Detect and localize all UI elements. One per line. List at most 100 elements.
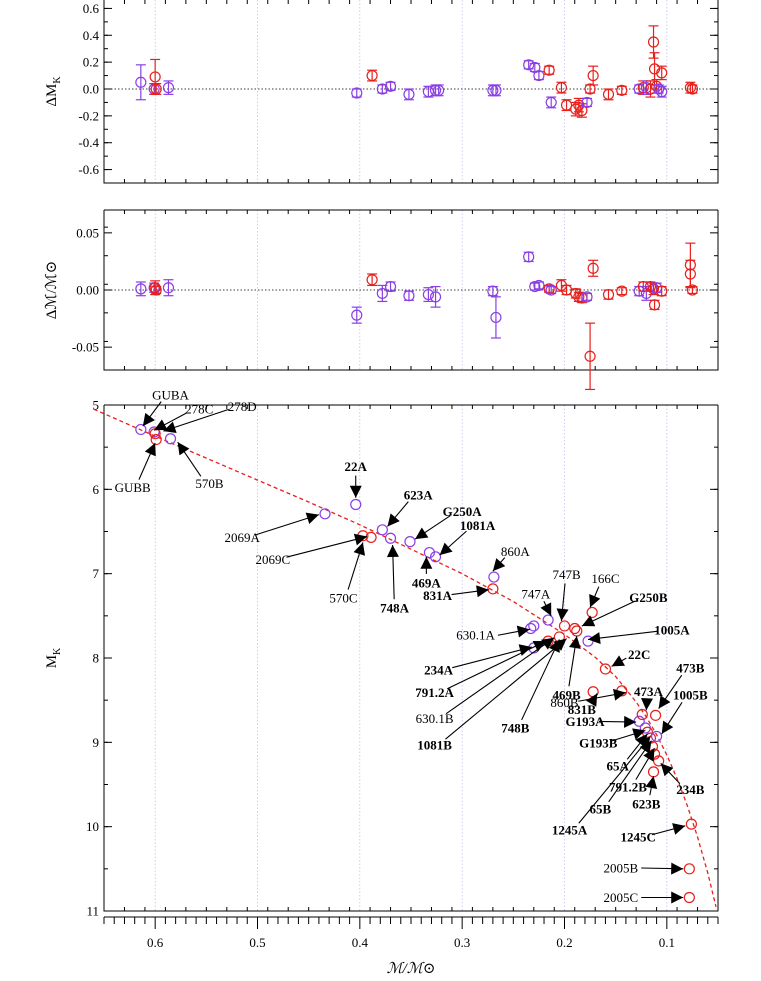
star-label: 22A bbox=[345, 459, 368, 474]
y-axis-label: ΔMK bbox=[44, 76, 63, 107]
fit-curve bbox=[93, 408, 717, 907]
data-point-red bbox=[637, 82, 649, 94]
y-tick-label: 0.00 bbox=[76, 283, 99, 298]
callout-arrow bbox=[452, 644, 532, 669]
data-point-red bbox=[656, 285, 668, 297]
x-axis-label: ℳ/ℳ⊙ bbox=[387, 961, 436, 977]
data-point-purple bbox=[162, 282, 175, 294]
star-label: 570B bbox=[195, 476, 224, 491]
data-point-purple bbox=[376, 83, 388, 95]
star-label: 1081A bbox=[460, 518, 496, 533]
star-label: 1245A bbox=[552, 823, 588, 838]
callout-arrow bbox=[497, 625, 530, 638]
star-label: 570C bbox=[329, 591, 357, 606]
y-tick-label: 8 bbox=[93, 651, 100, 666]
callout-arrow bbox=[608, 740, 652, 803]
callout-arrow bbox=[589, 586, 601, 608]
callout-arrow bbox=[556, 583, 569, 621]
star-label: 278C bbox=[185, 402, 213, 417]
data-point-purple bbox=[533, 279, 545, 292]
x-tick-label: 0.1 bbox=[659, 935, 675, 950]
data-point-purple bbox=[490, 84, 502, 96]
x-tick-label: 0.3 bbox=[454, 935, 470, 950]
callout-arrow bbox=[645, 775, 658, 796]
callout-arrow bbox=[641, 697, 653, 711]
data-point-purple bbox=[523, 251, 535, 263]
data-point-red bbox=[558, 620, 571, 632]
star-label: 623A bbox=[404, 488, 434, 503]
y-axis-label: MK bbox=[44, 647, 63, 668]
y-tick-label: 0.2 bbox=[83, 55, 99, 70]
data-point-purple bbox=[384, 532, 397, 544]
data-point-red bbox=[560, 99, 573, 111]
star-label: 860A bbox=[501, 544, 531, 559]
star-label: G193A bbox=[565, 714, 605, 729]
star-label: 469A bbox=[412, 575, 442, 590]
data-point-purple bbox=[351, 87, 363, 99]
panel-dmass: 0.05 0.00 -0.05 Δℳ/ℳ⊙ bbox=[44, 209, 719, 391]
callout-arrow bbox=[414, 515, 451, 540]
data-point-red bbox=[647, 36, 660, 48]
data-point-red bbox=[150, 83, 162, 95]
star-label: 1005B bbox=[673, 688, 708, 703]
y-tick-label: 7 bbox=[93, 566, 100, 581]
data-point-purple bbox=[582, 635, 594, 647]
y-tick-label: 5 bbox=[93, 398, 100, 413]
data-point-purple bbox=[656, 86, 668, 98]
data-point-purple bbox=[422, 288, 434, 301]
data-point-purple bbox=[135, 283, 147, 295]
callout-arrow bbox=[445, 638, 567, 740]
callout-arrow bbox=[568, 635, 581, 687]
callout-arrow bbox=[641, 862, 684, 875]
star-label: 166C bbox=[591, 571, 619, 586]
panel-frame bbox=[103, 0, 719, 184]
y-tick-label: 9 bbox=[93, 735, 100, 750]
callout-arrow bbox=[451, 585, 489, 598]
data-point-purple bbox=[429, 291, 442, 303]
data-point-red bbox=[571, 625, 583, 637]
callout-arrow bbox=[581, 600, 636, 627]
callout-arrow bbox=[540, 601, 552, 617]
data-point-red bbox=[656, 67, 668, 79]
star-label: G250A bbox=[443, 504, 483, 519]
data-point-red bbox=[683, 863, 695, 875]
callout-arrow bbox=[387, 501, 409, 527]
data-point-red bbox=[685, 818, 697, 830]
star-label: 860B bbox=[550, 695, 579, 710]
data-point-purple bbox=[533, 69, 545, 82]
star-label: GUBB bbox=[115, 480, 151, 495]
data-point-purple bbox=[384, 80, 397, 92]
callout-arrow bbox=[578, 688, 626, 702]
data-point-red bbox=[569, 622, 581, 635]
y-tick-label: -0.6 bbox=[78, 162, 99, 177]
data-point-red bbox=[686, 284, 699, 296]
data-point-red bbox=[543, 64, 555, 76]
y-tick-label: -0.2 bbox=[78, 108, 99, 123]
data-point-purple bbox=[135, 76, 147, 88]
star-label: 748A bbox=[380, 601, 410, 616]
callout-arrow bbox=[661, 702, 683, 735]
y-tick-label: 0.0 bbox=[83, 82, 99, 97]
callout-arrow bbox=[611, 728, 646, 742]
data-point-purple bbox=[403, 88, 415, 100]
data-point-purple bbox=[403, 290, 415, 302]
callout-arrow bbox=[138, 442, 156, 480]
data-point-purple bbox=[376, 524, 388, 536]
callout-arrow bbox=[177, 441, 202, 477]
star-label: 1081B bbox=[417, 737, 452, 752]
callout-arrow bbox=[626, 733, 648, 760]
x-tick-label: 0.6 bbox=[147, 935, 164, 950]
data-point-red bbox=[648, 299, 661, 311]
data-point-purple bbox=[581, 291, 593, 303]
y-tick-label: 0.05 bbox=[76, 225, 99, 240]
data-point-red bbox=[602, 288, 615, 301]
data-point-red bbox=[150, 284, 162, 296]
callout-arrow bbox=[286, 533, 368, 558]
star-label: 747A bbox=[521, 586, 551, 601]
data-point-red bbox=[584, 83, 596, 95]
y-tick-label: 6 bbox=[93, 482, 100, 497]
data-point-red bbox=[586, 606, 598, 619]
data-point-purple bbox=[528, 620, 540, 632]
data-point-red bbox=[644, 280, 657, 293]
